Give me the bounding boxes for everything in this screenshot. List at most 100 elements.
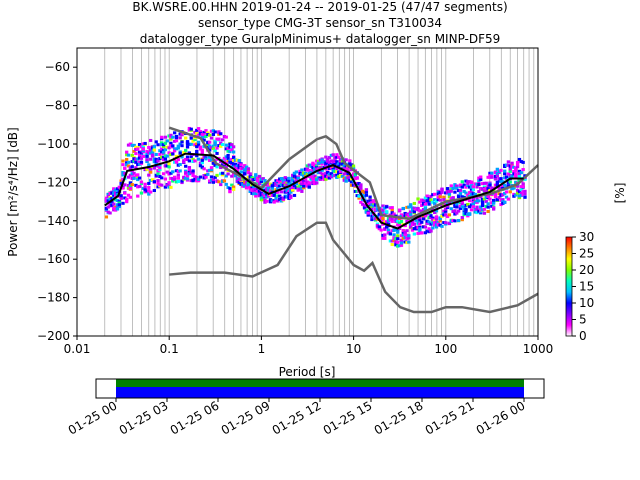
density-cell [499, 193, 503, 197]
density-cell [217, 132, 221, 136]
density-cell [475, 196, 479, 200]
density-cell [161, 158, 166, 162]
density-cell [254, 176, 258, 180]
density-cell [418, 216, 422, 220]
density-cell [243, 182, 247, 186]
density-cell [456, 219, 461, 223]
density-cell [137, 160, 142, 164]
density-cell [351, 174, 356, 178]
density-cell [126, 143, 131, 147]
density-cell [185, 177, 190, 181]
density-cell [204, 129, 208, 133]
density-cell [311, 181, 315, 185]
density-cell [270, 199, 275, 203]
density-cell [248, 187, 252, 191]
density-cell [464, 211, 468, 215]
density-cell [265, 195, 269, 199]
density-cell [335, 167, 339, 171]
density-cell [267, 186, 271, 190]
density-cell [357, 182, 361, 186]
density-cell [390, 242, 394, 246]
density-cell [412, 206, 417, 210]
density-cell [126, 193, 131, 197]
density-cell [368, 201, 372, 205]
density-cell [250, 191, 254, 195]
density-cell [482, 211, 487, 215]
density-cell [300, 186, 304, 190]
x-tick-label: 1 [258, 342, 266, 356]
density-cell [311, 162, 315, 166]
density-cell [126, 160, 131, 164]
density-cell [453, 203, 457, 207]
density-cell [327, 172, 332, 176]
density-cell [226, 153, 230, 157]
density-cell [178, 151, 182, 155]
density-cell [309, 170, 313, 174]
density-cell [490, 175, 494, 179]
density-cell [254, 194, 258, 198]
density-cell [167, 134, 171, 138]
density-cell [444, 213, 448, 217]
density-cell [191, 157, 195, 161]
density-cell [252, 189, 256, 193]
density-cell [445, 204, 450, 208]
density-cell [397, 221, 402, 225]
density-cell [484, 196, 488, 200]
density-cell [523, 195, 527, 199]
density-cell [202, 174, 206, 178]
density-cell [270, 184, 275, 188]
density-cell [130, 172, 134, 176]
density-cell [174, 169, 179, 173]
density-cell [385, 225, 389, 229]
density-cell [401, 230, 405, 234]
density-cell [296, 188, 300, 192]
density-cell [149, 157, 153, 161]
density-cell [493, 174, 498, 178]
density-cell [480, 197, 485, 201]
density-cell [392, 238, 396, 242]
density-cell [244, 167, 249, 171]
density-cell [302, 181, 306, 185]
density-cell [228, 187, 232, 191]
density-cell [193, 138, 197, 142]
density-cell [104, 199, 109, 203]
density-cell [228, 160, 232, 164]
density-cell [462, 189, 466, 193]
density-cell [335, 153, 339, 157]
density-cell [303, 177, 308, 181]
y-tick-label: −100 [37, 137, 70, 151]
density-cell [337, 175, 341, 179]
density-cell [331, 173, 335, 177]
density-cell [126, 186, 131, 190]
density-cell [112, 208, 116, 212]
density-cell [244, 169, 249, 173]
density-cell [421, 215, 426, 219]
density-cell [469, 188, 474, 192]
density-cell [447, 222, 452, 226]
density-cell [396, 223, 400, 227]
density-cell [340, 174, 345, 178]
density-cell [412, 222, 417, 226]
density-cell [318, 170, 322, 174]
density-cell [121, 159, 125, 163]
density-cell [409, 210, 413, 214]
density-cell [137, 176, 142, 180]
density-cell [311, 166, 315, 170]
density-cell [126, 183, 131, 187]
density-cell [421, 202, 426, 206]
density-cell [113, 191, 118, 195]
density-cell [206, 141, 210, 145]
density-cell [222, 156, 227, 160]
density-cell [189, 155, 193, 159]
density-cell [204, 157, 208, 161]
density-cell [178, 136, 182, 140]
density-cell [427, 202, 431, 206]
density-cell [512, 165, 516, 169]
density-cell [224, 135, 228, 139]
density-cell [191, 171, 195, 175]
density-cell [350, 163, 354, 167]
density-cell [361, 202, 365, 206]
density-cell [174, 154, 179, 158]
density-cell [202, 134, 206, 138]
